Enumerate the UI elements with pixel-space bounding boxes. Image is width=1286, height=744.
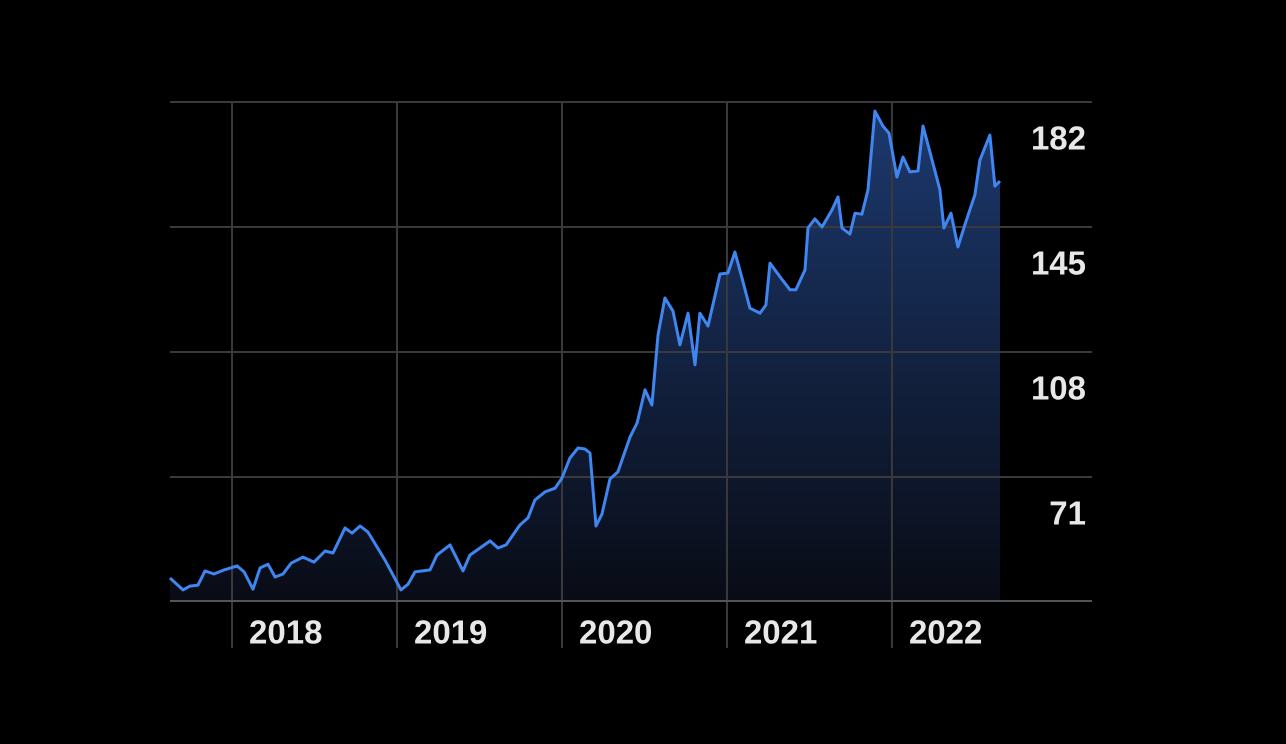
x-tick-label: 2020	[579, 614, 652, 651]
area	[170, 111, 1000, 601]
y-tick-label: 108	[1031, 370, 1086, 407]
x-tick-label: 2018	[249, 614, 322, 651]
y-tick-label: 71	[1049, 495, 1086, 532]
y-tick-label: 182	[1031, 120, 1086, 157]
y-tick-label: 145	[1031, 245, 1086, 282]
price-line	[168, 109, 1002, 592]
x-tick-label: 2022	[909, 614, 982, 651]
x-tick-label: 2021	[744, 614, 817, 651]
x-tick-label: 2019	[414, 614, 487, 651]
